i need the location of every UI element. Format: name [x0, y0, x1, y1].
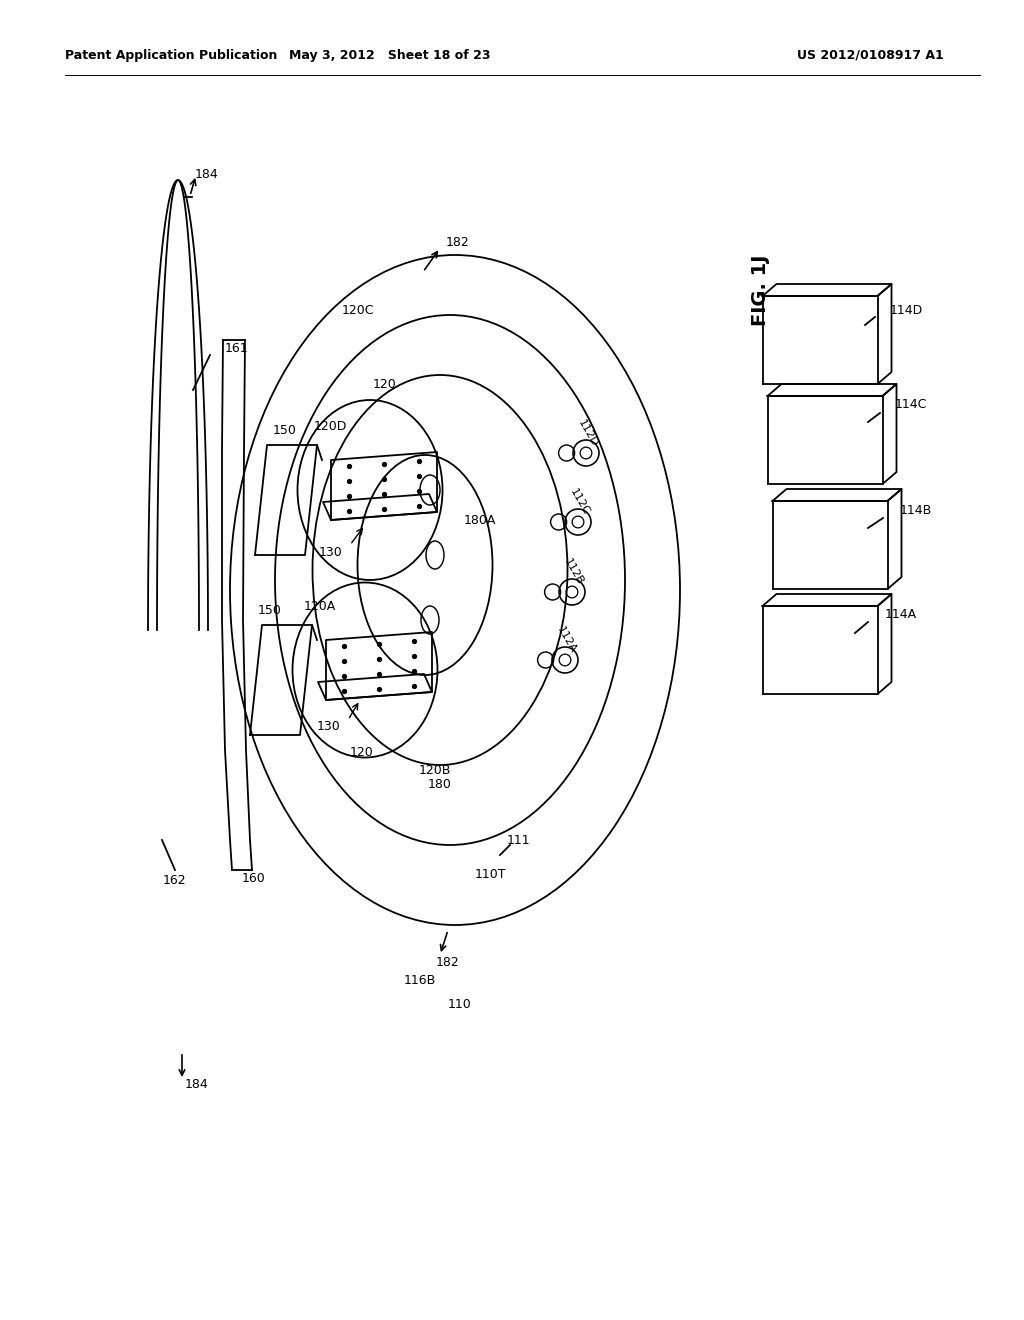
- Text: FIG. 1J: FIG. 1J: [751, 255, 769, 326]
- Text: 112B: 112B: [562, 557, 586, 587]
- Text: US 2012/0108917 A1: US 2012/0108917 A1: [797, 49, 943, 62]
- Text: 116B: 116B: [403, 974, 436, 986]
- Text: 110: 110: [449, 998, 472, 1011]
- Text: 120B: 120B: [419, 763, 452, 776]
- Text: 180A: 180A: [464, 513, 497, 527]
- Text: 111: 111: [506, 833, 529, 846]
- Text: 161: 161: [225, 342, 249, 355]
- Text: 110T: 110T: [474, 869, 506, 882]
- Text: 114D: 114D: [890, 304, 924, 317]
- Text: 150: 150: [258, 603, 282, 616]
- Text: 182: 182: [446, 235, 470, 248]
- Text: 184: 184: [196, 169, 219, 181]
- Text: 112D: 112D: [577, 417, 600, 449]
- Text: 182: 182: [436, 956, 460, 969]
- Text: 114B: 114B: [900, 503, 932, 516]
- Text: 114A: 114A: [885, 609, 918, 622]
- Text: 112A: 112A: [555, 626, 579, 655]
- Text: May 3, 2012   Sheet 18 of 23: May 3, 2012 Sheet 18 of 23: [289, 49, 490, 62]
- Text: 150: 150: [273, 424, 297, 437]
- Text: 120D: 120D: [313, 421, 347, 433]
- Text: 114C: 114C: [895, 399, 928, 412]
- Text: 120A: 120A: [304, 601, 336, 614]
- Text: 112C: 112C: [568, 487, 592, 517]
- Text: 130: 130: [316, 721, 340, 734]
- Text: 120C: 120C: [342, 304, 374, 317]
- Text: 160: 160: [242, 871, 266, 884]
- Text: 130: 130: [318, 545, 342, 558]
- Text: 180: 180: [428, 779, 452, 792]
- Text: 120: 120: [373, 379, 397, 392]
- Text: 184: 184: [185, 1078, 209, 1092]
- Text: Patent Application Publication: Patent Application Publication: [65, 49, 278, 62]
- Text: 120: 120: [350, 746, 374, 759]
- Text: 162: 162: [163, 874, 186, 887]
